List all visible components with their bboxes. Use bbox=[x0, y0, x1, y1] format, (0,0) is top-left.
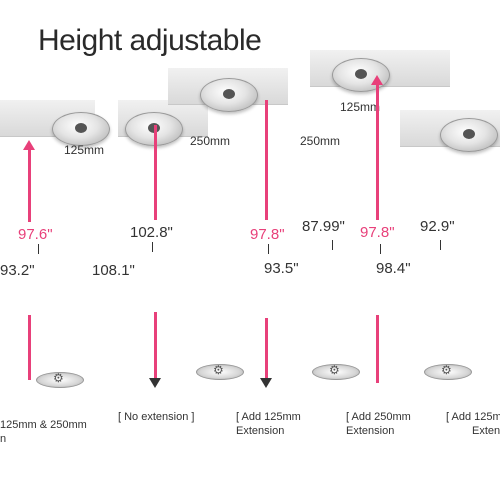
arrow-down-icon bbox=[149, 378, 161, 388]
height-pole bbox=[154, 312, 157, 382]
measurement-tick bbox=[268, 244, 269, 254]
measurement-bottom: 98.4" bbox=[376, 260, 411, 277]
caption-line: [ Add 250mm bbox=[346, 411, 411, 423]
measurement-tick bbox=[380, 244, 381, 254]
height-pole bbox=[265, 100, 268, 220]
option-caption: [ No extension ] bbox=[118, 410, 194, 424]
arrow-up-icon bbox=[371, 75, 383, 85]
height-pole bbox=[376, 315, 379, 383]
lamp-icon bbox=[440, 118, 498, 152]
measurement-tick bbox=[440, 240, 441, 250]
caption-line: Exten bbox=[472, 425, 500, 437]
extension-label: 250mm bbox=[300, 134, 341, 148]
caption-line: n bbox=[0, 433, 7, 445]
caption-line: [ Add 125m bbox=[446, 411, 500, 423]
option-caption: 125mm & 250mm n bbox=[0, 418, 87, 446]
height-pole bbox=[376, 85, 379, 220]
measurement-tick bbox=[38, 244, 39, 254]
lamp-icon bbox=[200, 78, 258, 112]
height-pole bbox=[28, 150, 31, 222]
page-title: Height adjustable bbox=[38, 24, 262, 57]
height-pole bbox=[154, 125, 157, 220]
floor-base-icon bbox=[424, 363, 472, 380]
measurement-tick bbox=[332, 240, 333, 250]
height-pole bbox=[28, 315, 31, 380]
floor-base-icon bbox=[36, 371, 84, 388]
measurement-bottom: 93.2" bbox=[0, 262, 35, 279]
measurement-top: 92.9" bbox=[420, 218, 455, 235]
measurement-top: 102.8" bbox=[130, 224, 173, 241]
caption-line: Extension bbox=[236, 425, 285, 437]
measurement-top: 97.6" bbox=[18, 226, 53, 243]
measurement-top: 97.8" bbox=[250, 226, 285, 243]
measurement-top: 87.99" bbox=[302, 218, 345, 235]
option-caption: [ Add 250mm Extension bbox=[346, 410, 411, 438]
arrow-down-icon bbox=[260, 378, 272, 388]
height-pole bbox=[265, 318, 268, 382]
option-caption: [ Add 125m Exten bbox=[446, 410, 500, 438]
lamp-icon bbox=[52, 112, 110, 146]
measurement-bottom: 108.1" bbox=[92, 262, 135, 279]
option-caption: [ Add 125mm Extension bbox=[236, 410, 301, 438]
measurement-top: 97.8" bbox=[360, 224, 395, 241]
extension-label: 125mm bbox=[64, 143, 105, 157]
measurement-tick bbox=[152, 242, 153, 252]
arrow-up-icon bbox=[23, 140, 35, 150]
caption-line: [ No extension ] bbox=[118, 411, 195, 423]
floor-base-icon bbox=[196, 363, 244, 380]
extension-label: 250mm bbox=[190, 134, 231, 148]
measurement-bottom: 93.5" bbox=[264, 260, 299, 277]
floor-base-icon bbox=[312, 363, 360, 380]
caption-line: Extension bbox=[346, 425, 395, 437]
extension-label: 125mm bbox=[340, 100, 381, 114]
caption-line: 125mm & 250mm bbox=[0, 419, 87, 431]
caption-line: [ Add 125mm bbox=[236, 411, 301, 423]
